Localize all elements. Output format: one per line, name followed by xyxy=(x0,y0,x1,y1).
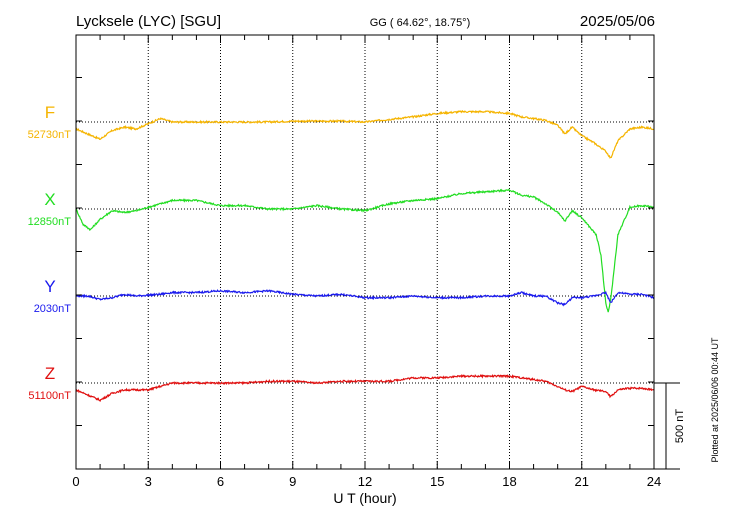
station-title: Lycksele (LYC) [SGU] xyxy=(76,13,221,30)
series-name-x: X xyxy=(44,190,55,209)
x-axis-label: U T (hour) xyxy=(333,490,396,506)
series-name-z: Z xyxy=(45,364,55,383)
x-tick-label: 12 xyxy=(358,474,372,489)
x-tick-labels: 0 3 6 9 12 15 18 21 24 xyxy=(72,474,661,489)
grid xyxy=(147,35,583,469)
x-tick-label: 24 xyxy=(647,474,661,489)
scale-bar: 500 nT xyxy=(654,382,686,470)
series-name-f: F xyxy=(45,103,55,122)
series-baseline-f: 52730nT xyxy=(28,129,72,141)
trace-f xyxy=(75,110,655,159)
series-name-y: Y xyxy=(44,277,55,296)
x-tick-label: 3 xyxy=(145,474,152,489)
trace-z xyxy=(75,373,655,403)
ticks xyxy=(75,35,655,470)
series-baseline-x: 12850nT xyxy=(28,216,72,228)
x-tick-label: 9 xyxy=(289,474,296,489)
coordinates-label: GG ( 64.62°, 18.75°) xyxy=(370,17,471,29)
trace-y xyxy=(75,289,655,307)
scale-bar-label: 500 nT xyxy=(674,409,686,444)
series-baseline-z: 51100nT xyxy=(28,390,71,402)
plotted-timestamp: Plotted at 2025/06/06 00:44 UT xyxy=(710,337,720,463)
date-label: 2025/05/06 xyxy=(580,13,655,30)
x-tick-label: 21 xyxy=(575,474,589,489)
x-tick-label: 18 xyxy=(502,474,516,489)
trace-x xyxy=(75,188,655,313)
x-tick-label: 15 xyxy=(430,474,444,489)
x-tick-label: 0 xyxy=(72,474,79,489)
x-tick-label: 6 xyxy=(217,474,224,489)
traces xyxy=(75,110,655,403)
series-labels: F 52730nT X 12850nT Y 2030nT Z 51100nT xyxy=(28,103,72,402)
series-baseline-y: 2030nT xyxy=(34,303,72,315)
plot-area xyxy=(75,34,655,470)
